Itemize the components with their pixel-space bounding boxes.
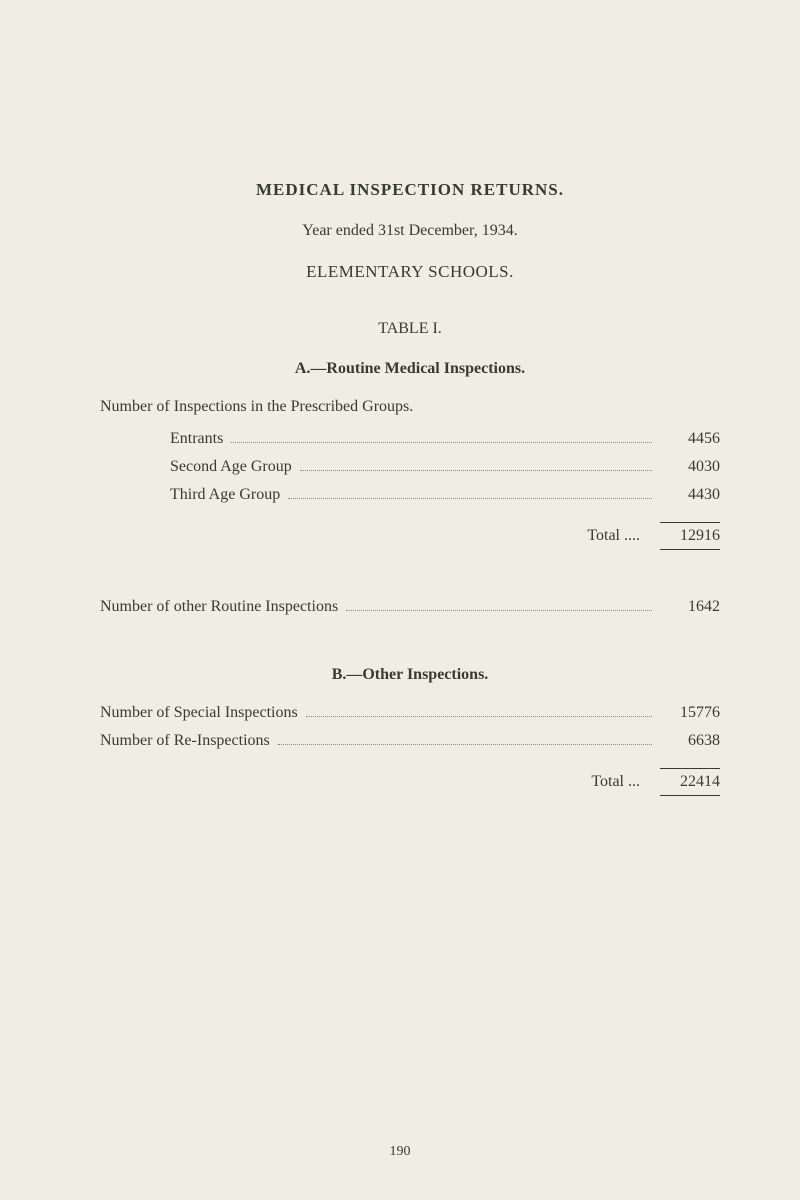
leader-dots [300, 470, 652, 471]
leader-dots [346, 610, 652, 611]
item-label: Second Age Group [170, 458, 292, 476]
item-label: Number of other Routine Inspections [100, 598, 338, 616]
list-item: Entrants 4456 [100, 430, 720, 448]
list-item: Number of Special Inspections 15776 [100, 704, 720, 722]
list-item: Number of Re-Inspections 6638 [100, 732, 720, 750]
table-label: TABLE I. [100, 320, 720, 338]
item-label: Entrants [170, 430, 223, 448]
leader-dots [288, 498, 652, 499]
item-label: Number of Special Inspections [100, 704, 298, 722]
section-a-total-row: Total .... 12916 [100, 522, 720, 550]
section-b-heading: B.—Other Inspections. [100, 666, 720, 684]
other-routine-row: Number of other Routine Inspections 1642 [100, 598, 720, 616]
leader-dots [278, 744, 652, 745]
item-value: 15776 [660, 704, 720, 722]
school-type: ELEMENTARY SCHOOLS. [100, 262, 720, 282]
item-value: 4030 [660, 458, 720, 476]
total-value: 12916 [660, 522, 720, 550]
leader-dots [306, 716, 652, 717]
item-label: Third Age Group [170, 486, 280, 504]
list-item: Third Age Group 4430 [100, 486, 720, 504]
total-label: Total .... [587, 527, 640, 545]
list-item: Second Age Group 4030 [100, 458, 720, 476]
item-value: 4430 [660, 486, 720, 504]
section-a-heading: A.—Routine Medical Inspections. [100, 360, 720, 378]
subtitle: Year ended 31st December, 1934. [100, 222, 720, 240]
page-number: 190 [0, 1144, 800, 1160]
section-b-total-row: Total ... 22414 [100, 768, 720, 796]
item-value: 4456 [660, 430, 720, 448]
item-value: 6638 [660, 732, 720, 750]
section-a-intro: Number of Inspections in the Prescribed … [100, 398, 720, 416]
total-label: Total ... [591, 773, 640, 791]
total-value: 22414 [660, 768, 720, 796]
leader-dots [231, 442, 652, 443]
item-value: 1642 [660, 598, 720, 616]
main-heading: MEDICAL INSPECTION RETURNS. [100, 180, 720, 200]
item-label: Number of Re-Inspections [100, 732, 270, 750]
